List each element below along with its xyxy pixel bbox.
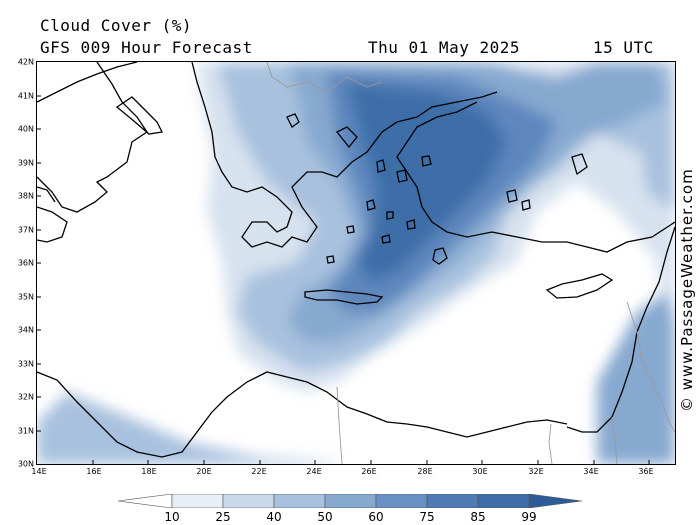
lon-label: 34E: [583, 467, 599, 476]
legend-swatch: [171, 494, 224, 508]
lon-label: 26E: [361, 467, 377, 476]
legend-swatch: [375, 494, 428, 508]
lat-label: 39N: [17, 158, 34, 168]
frame-ticks: [37, 95, 650, 464]
legend-value: 25: [215, 510, 231, 524]
legend-value: 75: [419, 510, 435, 524]
legend-swatch: [324, 494, 377, 508]
lon-label: 24E: [306, 467, 322, 476]
lat-label: 30N: [17, 459, 34, 469]
legend-value: 85: [470, 510, 486, 524]
map-panel: [36, 61, 676, 465]
lon-label: 22E: [251, 467, 267, 476]
lon-label: 30E: [472, 467, 488, 476]
cloud-cover-map: [37, 62, 675, 464]
lon-label: 32E: [528, 467, 544, 476]
valid-date: Thu 01 May 2025: [368, 38, 520, 57]
lat-label: 32N: [17, 392, 34, 402]
lat-label: 34N: [17, 325, 34, 335]
lon-label: 18E: [141, 467, 157, 476]
lat-label: 35N: [17, 292, 34, 302]
legend-arrow-right: [528, 494, 582, 508]
legend-value: 99: [521, 510, 537, 524]
legend-arrow-left: [118, 494, 173, 508]
lat-label: 33N: [17, 359, 34, 369]
legend-swatch: [222, 494, 275, 508]
legend-value: 40: [266, 510, 282, 524]
forecast-subtitle: GFS 009 Hour Forecast: [40, 38, 253, 57]
lon-label: 14E: [31, 467, 47, 476]
lat-label: 31N: [17, 426, 34, 436]
lon-label: 16E: [86, 467, 102, 476]
map-title: Cloud Cover (%): [40, 16, 192, 35]
lat-label: 41N: [17, 91, 34, 101]
site-credit: © www.PassageWeather.com: [678, 168, 696, 412]
cloud-shading: [37, 62, 675, 464]
legend-colorbar: [118, 494, 582, 508]
lat-label: 40N: [17, 124, 34, 134]
coastlines: [37, 62, 675, 458]
legend-swatch: [477, 494, 530, 508]
lat-label: 37N: [17, 225, 34, 235]
political-borders: [266, 62, 675, 464]
legend-value: 60: [368, 510, 384, 524]
legend-value: 10: [164, 510, 180, 524]
lon-label: 20E: [196, 467, 212, 476]
lat-label: 36N: [17, 258, 34, 268]
legend-swatch: [426, 494, 479, 508]
lon-label: 36E: [638, 467, 654, 476]
legend-swatch: [273, 494, 326, 508]
valid-time: 15 UTC: [593, 38, 654, 57]
lon-label: 28E: [417, 467, 433, 476]
lat-label: 38N: [17, 191, 34, 201]
legend-value: 50: [317, 510, 333, 524]
lat-label: 42N: [17, 57, 34, 67]
